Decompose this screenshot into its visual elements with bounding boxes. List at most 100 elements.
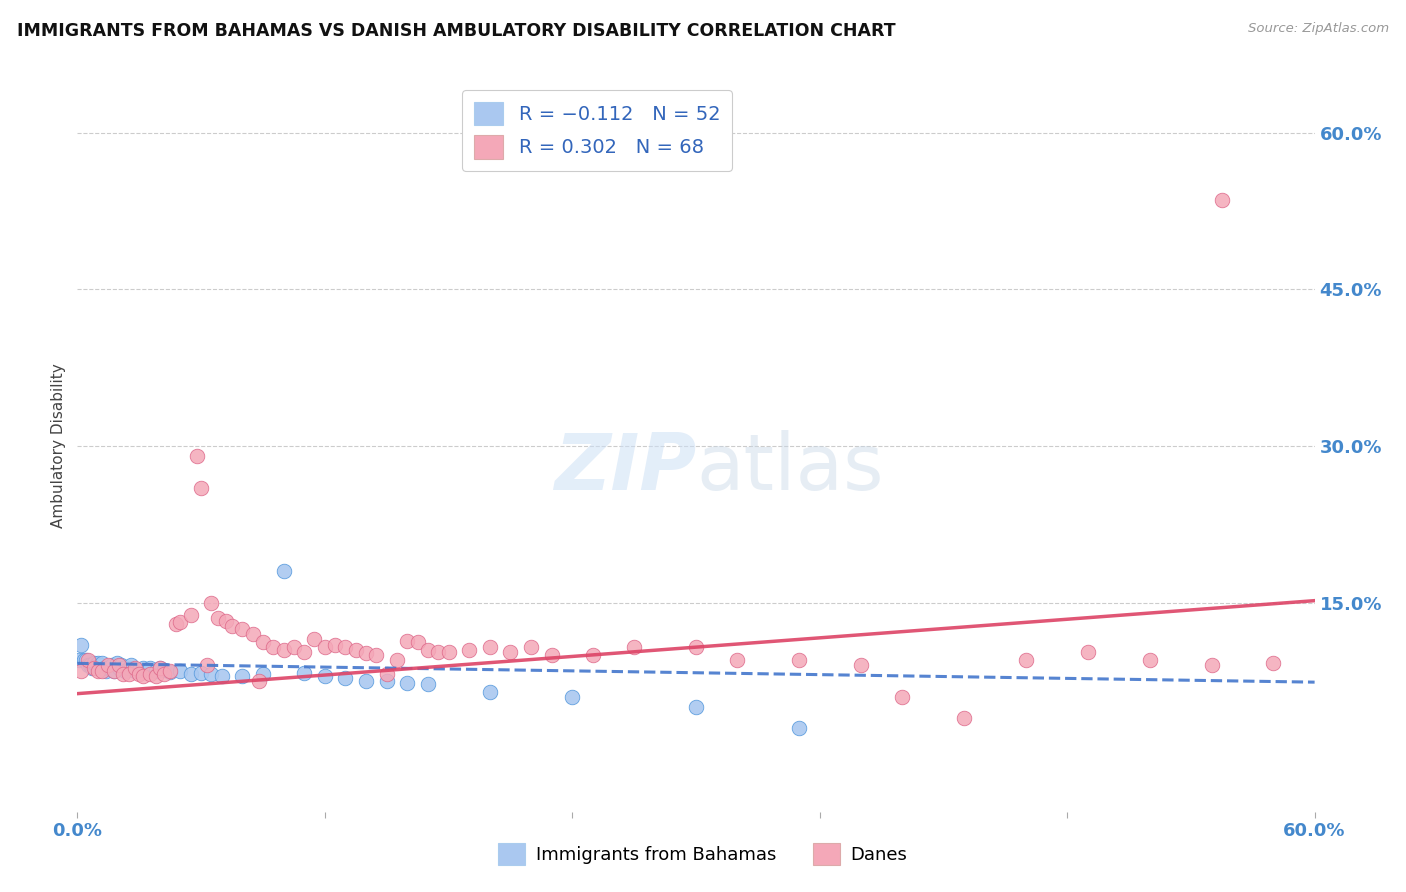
Point — [1201, 658, 1223, 673]
Point — [1077, 645, 1099, 659]
Point — [427, 645, 450, 659]
Text: IMMIGRANTS FROM BAHAMAS VS DANISH AMBULATORY DISABILITY CORRELATION CHART: IMMIGRANTS FROM BAHAMAS VS DANISH AMBULA… — [17, 22, 896, 40]
Point — [118, 660, 141, 674]
Point — [221, 618, 243, 632]
Point — [478, 684, 501, 698]
Point — [124, 664, 146, 678]
Point — [97, 660, 120, 674]
Point — [335, 671, 357, 685]
Point — [153, 666, 176, 681]
Point — [787, 653, 810, 667]
Point — [105, 657, 128, 671]
Point — [76, 653, 98, 667]
Point — [79, 658, 101, 673]
Point — [375, 666, 398, 681]
Point — [200, 666, 222, 681]
Point — [103, 664, 125, 678]
Point — [540, 648, 562, 662]
Point — [186, 450, 208, 464]
Point — [153, 663, 176, 677]
Point — [96, 664, 118, 678]
Point — [416, 677, 439, 691]
Point — [159, 665, 181, 679]
Point — [124, 660, 146, 674]
Point — [273, 642, 295, 657]
Point — [725, 653, 748, 667]
Point — [97, 658, 120, 673]
Point — [891, 690, 914, 704]
Point — [132, 660, 155, 674]
Point — [169, 664, 191, 678]
Point — [76, 658, 98, 673]
Point — [110, 658, 132, 673]
Point — [128, 666, 150, 681]
Point — [91, 657, 114, 671]
Point — [180, 608, 202, 623]
Point — [93, 660, 115, 674]
Point — [83, 657, 105, 671]
Point — [292, 665, 315, 680]
Point — [396, 676, 419, 690]
Point — [247, 674, 270, 689]
Point — [406, 635, 429, 649]
Point — [98, 660, 121, 674]
Point — [304, 632, 326, 647]
Point — [70, 664, 93, 678]
Point — [242, 627, 264, 641]
Point — [283, 640, 305, 654]
Point — [582, 648, 605, 662]
Point — [149, 660, 172, 674]
Point — [132, 669, 155, 683]
Point — [107, 658, 129, 673]
Point — [138, 666, 160, 681]
Point — [520, 640, 543, 654]
Point — [91, 664, 114, 678]
Text: atlas: atlas — [696, 430, 883, 506]
Text: ZIP: ZIP — [554, 430, 696, 506]
Point — [366, 648, 388, 662]
Point — [118, 666, 141, 681]
Point — [252, 666, 274, 681]
Point — [478, 640, 501, 654]
Point — [180, 666, 202, 681]
Point — [344, 642, 367, 657]
Y-axis label: Ambulatory Disability: Ambulatory Disability — [51, 364, 66, 528]
Point — [87, 664, 110, 678]
Point — [252, 635, 274, 649]
Point — [159, 664, 181, 678]
Point — [87, 657, 110, 671]
Point — [953, 711, 976, 725]
Point — [200, 596, 222, 610]
Point — [190, 665, 212, 680]
Point — [623, 640, 645, 654]
Point — [323, 638, 346, 652]
Point — [190, 481, 212, 495]
Point — [120, 658, 142, 673]
Point — [1211, 194, 1233, 208]
Point — [314, 669, 336, 683]
Point — [75, 653, 97, 667]
Point — [685, 700, 707, 714]
Point — [128, 663, 150, 677]
Point — [101, 658, 124, 673]
Point — [262, 640, 284, 654]
Point — [416, 642, 439, 657]
Legend: R = −0.112   N = 52, R = 0.302   N = 68: R = −0.112 N = 52, R = 0.302 N = 68 — [463, 90, 733, 170]
Point — [396, 634, 419, 648]
Point — [335, 640, 357, 654]
Point — [385, 653, 408, 667]
Point — [231, 669, 253, 683]
Point — [165, 616, 187, 631]
Point — [273, 565, 295, 579]
Point — [292, 645, 315, 659]
Point — [70, 638, 93, 652]
Point — [111, 666, 134, 681]
Point — [375, 674, 398, 689]
Point — [83, 660, 105, 674]
Point — [195, 658, 218, 673]
Point — [138, 660, 160, 674]
Text: Source: ZipAtlas.com: Source: ZipAtlas.com — [1249, 22, 1389, 36]
Point — [561, 690, 583, 704]
Point — [685, 640, 707, 654]
Point — [849, 658, 872, 673]
